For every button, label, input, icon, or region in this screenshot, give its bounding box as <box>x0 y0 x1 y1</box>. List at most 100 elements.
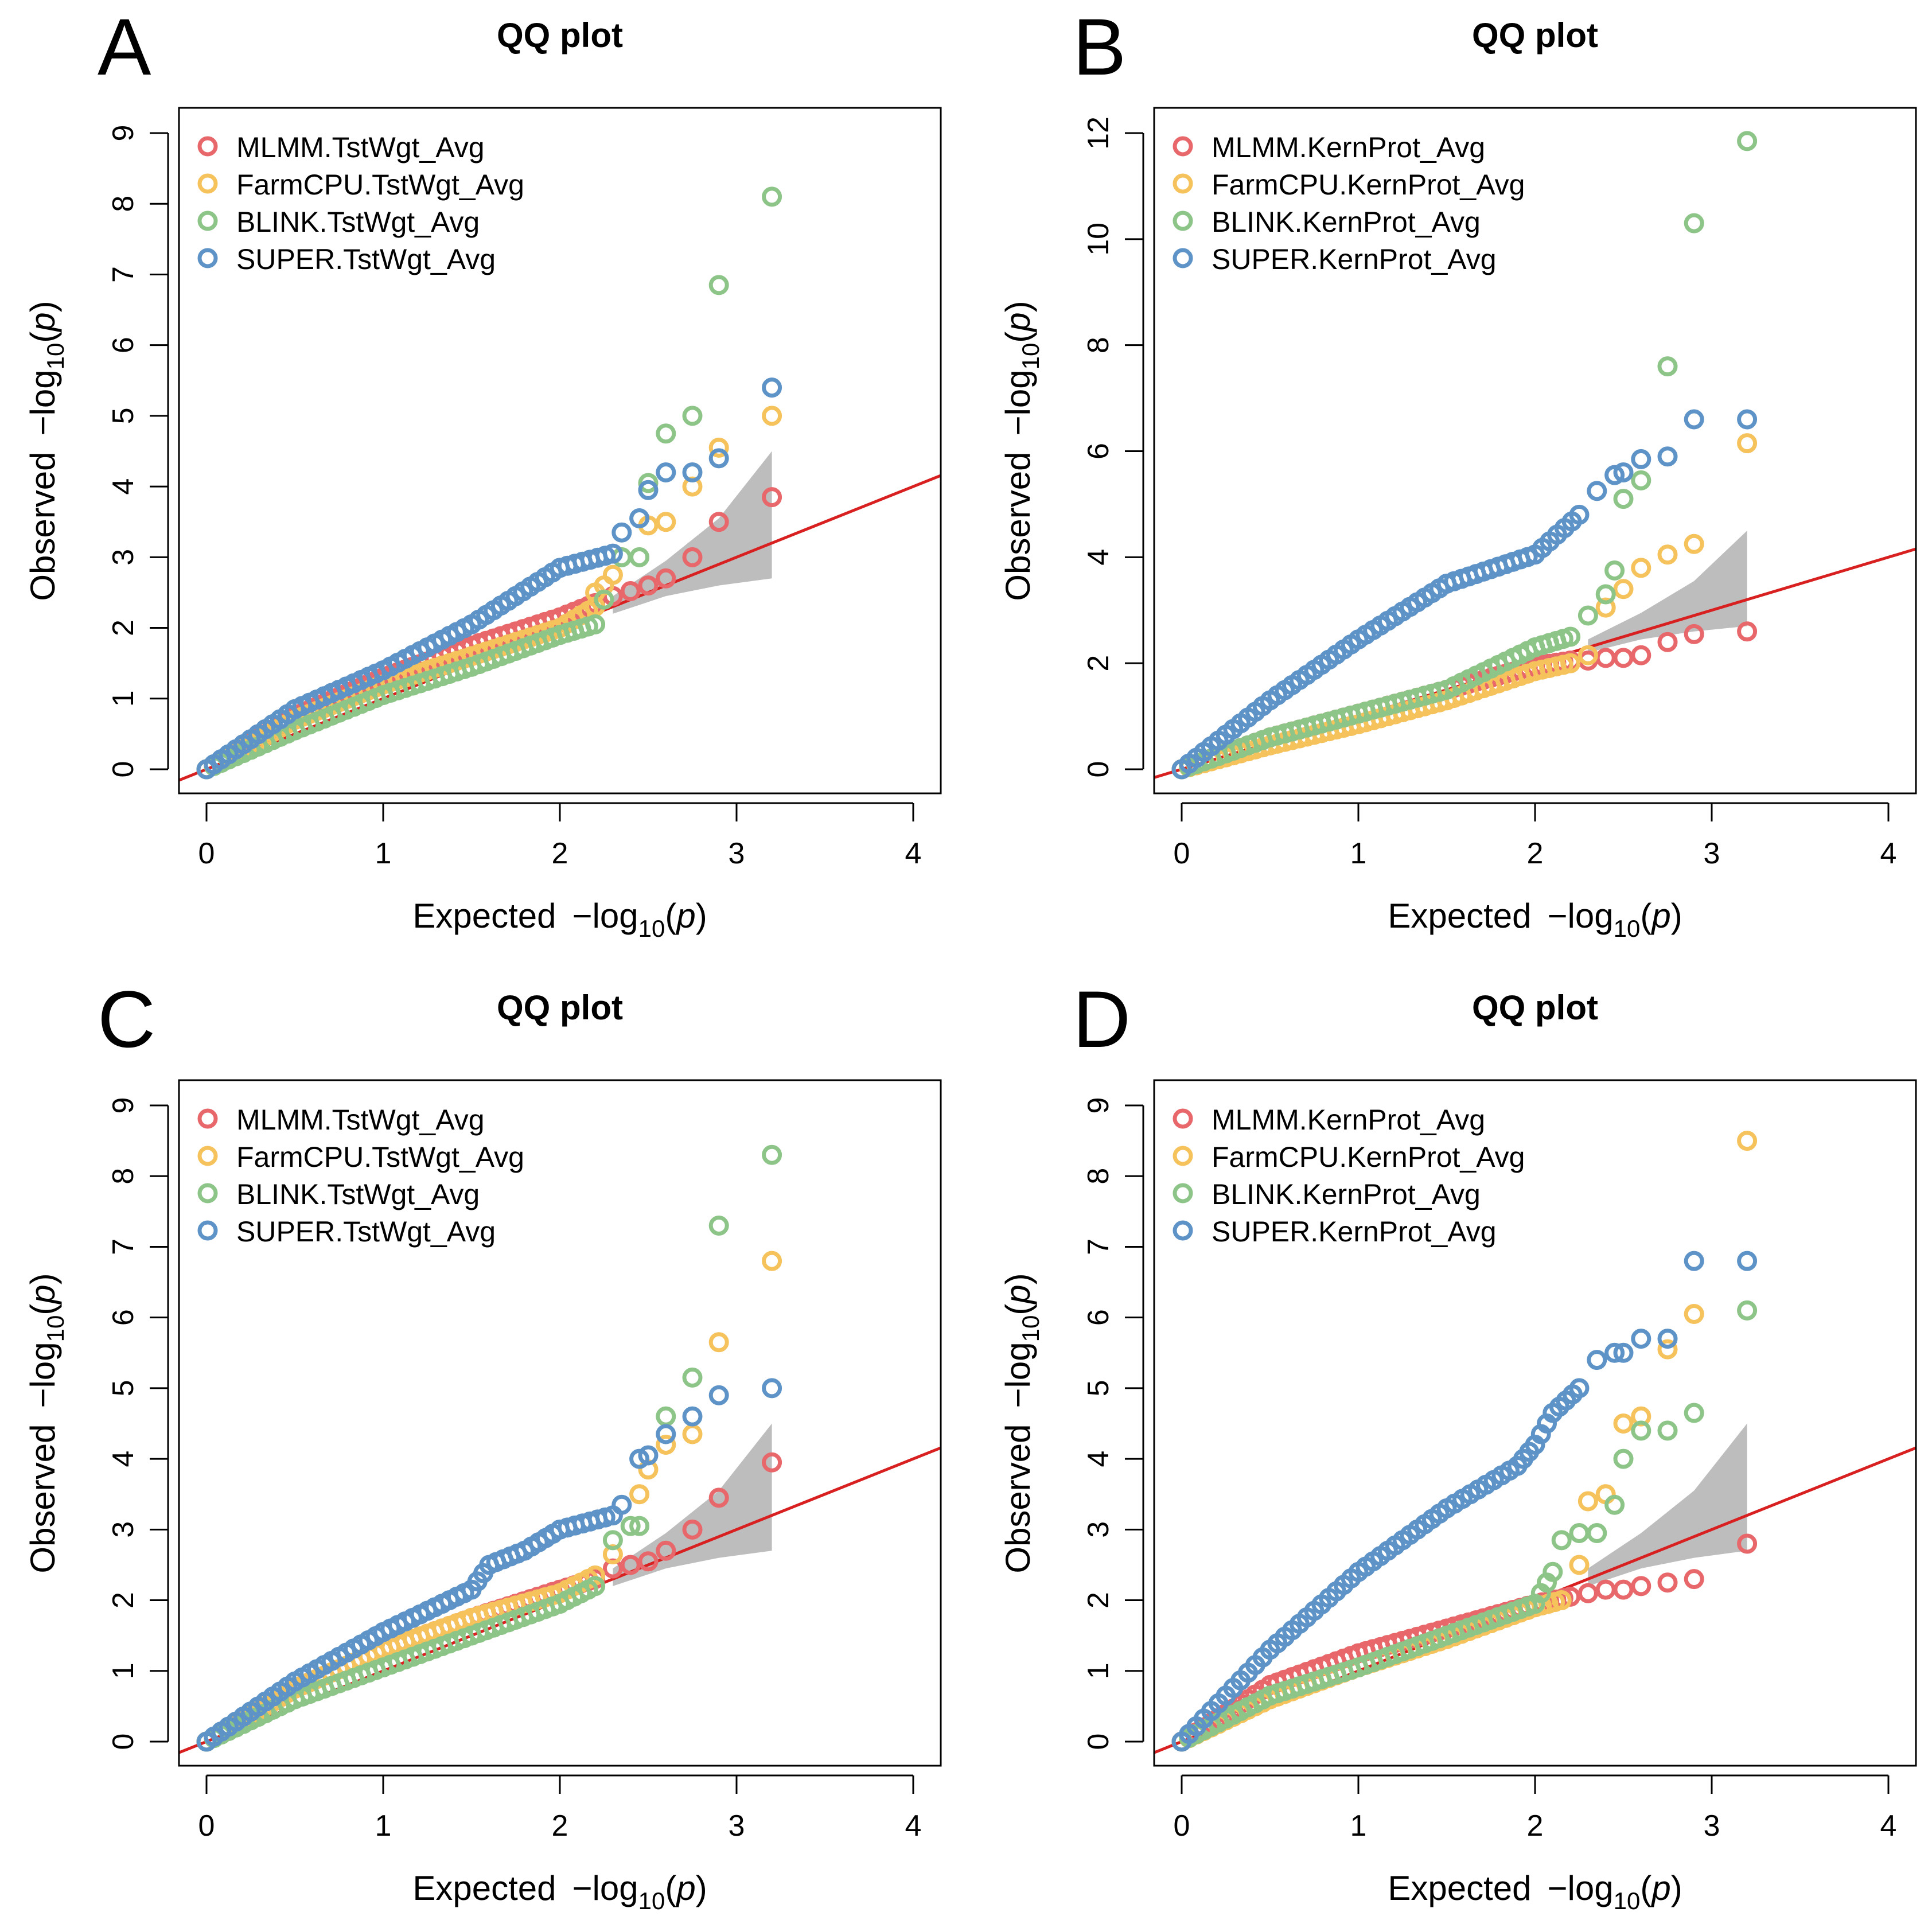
qq-point <box>1587 481 1607 501</box>
x-axis-label-word: Expected <box>1388 897 1531 935</box>
qq-point <box>682 406 703 426</box>
y-axis-label: Observed −log10(p) <box>999 1273 1044 1573</box>
qq-point <box>1737 1300 1758 1321</box>
y-tick-label: 0 <box>1082 1734 1115 1750</box>
qq-point <box>1631 1420 1651 1441</box>
y-tick-label: 2 <box>1082 1592 1115 1609</box>
legend-entry: SUPER.TstWgt_Avg <box>236 1216 496 1248</box>
legend-entry: FarmCPU.TstWgt_Avg <box>236 169 524 201</box>
chart-title: QQ plot <box>1472 988 1598 1027</box>
qq-point <box>656 512 676 532</box>
x-tick-label: 4 <box>1880 1809 1897 1843</box>
qq-point <box>1595 648 1616 668</box>
qq-point <box>1684 1304 1704 1325</box>
qq-point <box>1631 449 1651 469</box>
y-axis-label-paren: ( <box>999 1304 1037 1315</box>
x-axis-label-paren: ( <box>665 897 676 935</box>
qq-point <box>762 1452 782 1473</box>
x-axis-label-word: Expected <box>1388 1869 1531 1907</box>
qq-point <box>1613 1413 1634 1434</box>
qq-point <box>1604 1342 1625 1363</box>
qq-point <box>1737 1131 1758 1151</box>
x-axis-label-expr: −log <box>1548 897 1614 935</box>
y-axis-label-p: p <box>999 312 1037 332</box>
y-axis-label-expr: −log <box>999 369 1037 435</box>
qq-point <box>602 543 623 564</box>
y-tick-label: 8 <box>107 196 140 212</box>
y-tick-label: 2 <box>107 620 140 636</box>
x-axis-label-p: p <box>1650 897 1670 935</box>
qq-point <box>1631 645 1651 665</box>
qq-point <box>1595 1484 1616 1505</box>
plot-area <box>1154 131 1916 780</box>
qq-point <box>1631 1576 1651 1596</box>
legend-entry: MLMM.TstWgt_Avg <box>236 1104 485 1136</box>
y-axis-label: Observed −log10(p) <box>24 1273 69 1573</box>
qq-point <box>1613 1579 1634 1600</box>
y-axis-label-paren: ( <box>999 332 1037 343</box>
qq-point <box>656 1434 676 1455</box>
x-tick-label: 1 <box>375 837 392 870</box>
legend-entry: BLINK.KernProt_Avg <box>1212 1178 1481 1210</box>
legend: MLMM.KernProt_Avg FarmCPU.KernProt_Avg BLI… <box>1173 1104 1525 1248</box>
x-tick-label: 2 <box>552 1809 568 1843</box>
qq-point <box>1587 1522 1607 1543</box>
qq-point <box>1684 533 1704 554</box>
y-axis-label-paren: ( <box>24 332 62 343</box>
plot-area <box>179 186 941 782</box>
qq-point <box>638 1551 659 1572</box>
legend-marker <box>197 1220 218 1241</box>
legend-marker <box>1173 211 1193 231</box>
legend-entry: SUPER.TstWgt_Avg <box>236 243 496 275</box>
plot-area <box>179 1144 941 1754</box>
series-super <box>1171 409 1758 780</box>
qq-point <box>1684 409 1704 430</box>
qq-point <box>1657 356 1678 377</box>
qq-point <box>1577 1583 1598 1603</box>
y-tick-label: 1 <box>107 1662 140 1679</box>
qq-point <box>682 462 703 482</box>
series-blink <box>196 186 782 780</box>
x-axis-label-paren: ( <box>665 1869 676 1907</box>
legend-marker <box>197 1183 218 1204</box>
y-axis-label-expr: −log <box>999 1342 1037 1408</box>
confidence-band <box>613 1423 772 1586</box>
y-tick-label: 6 <box>107 1309 140 1326</box>
x-tick-label: 0 <box>1174 837 1190 870</box>
qq-point <box>708 512 729 532</box>
qq-point <box>1657 544 1678 565</box>
y-tick-label: 5 <box>1082 1380 1115 1396</box>
qq-point <box>629 1516 650 1536</box>
x-axis-label-sub: 10 <box>1614 915 1641 942</box>
legend-entry: FarmCPU.KernProt_Avg <box>1212 169 1525 201</box>
qq-point <box>602 564 623 585</box>
legend-marker <box>1173 1146 1193 1166</box>
x-axis-label-p: p <box>675 897 695 935</box>
qq-point <box>629 508 650 529</box>
qq-point <box>1613 1448 1634 1469</box>
qq-point <box>1737 1533 1758 1554</box>
qq-point <box>1613 489 1634 509</box>
qq-point <box>708 437 729 458</box>
y-axis-label-word: Observed <box>24 452 62 601</box>
qq-point <box>1595 1579 1616 1600</box>
legend: MLMM.TstWgt_Avg FarmCPU.TstWgt_Avg BLINK.T… <box>197 131 524 275</box>
y-axis-label-sub: 10 <box>1017 343 1044 370</box>
x-axis-label: Expected −log10(p) <box>1388 897 1682 942</box>
legend-entry: MLMM.TstWgt_Avg <box>236 131 485 163</box>
qq-point <box>1613 648 1634 668</box>
qq-point <box>1631 470 1651 490</box>
legend: MLMM.TstWgt_Avg FarmCPU.TstWgt_Avg BLINK.T… <box>197 1104 524 1248</box>
qq-point <box>708 448 729 469</box>
series-farmcpu <box>196 1251 782 1752</box>
legend-marker <box>1173 248 1193 268</box>
confidence-band <box>613 451 772 614</box>
y-tick-label: 9 <box>107 1097 140 1114</box>
x-axis-label: Expected −log10(p) <box>1388 1869 1682 1914</box>
qq-point <box>682 547 703 567</box>
qq-point <box>708 1487 729 1508</box>
series-blink <box>1171 131 1758 780</box>
y-tick-label: 6 <box>107 337 140 353</box>
